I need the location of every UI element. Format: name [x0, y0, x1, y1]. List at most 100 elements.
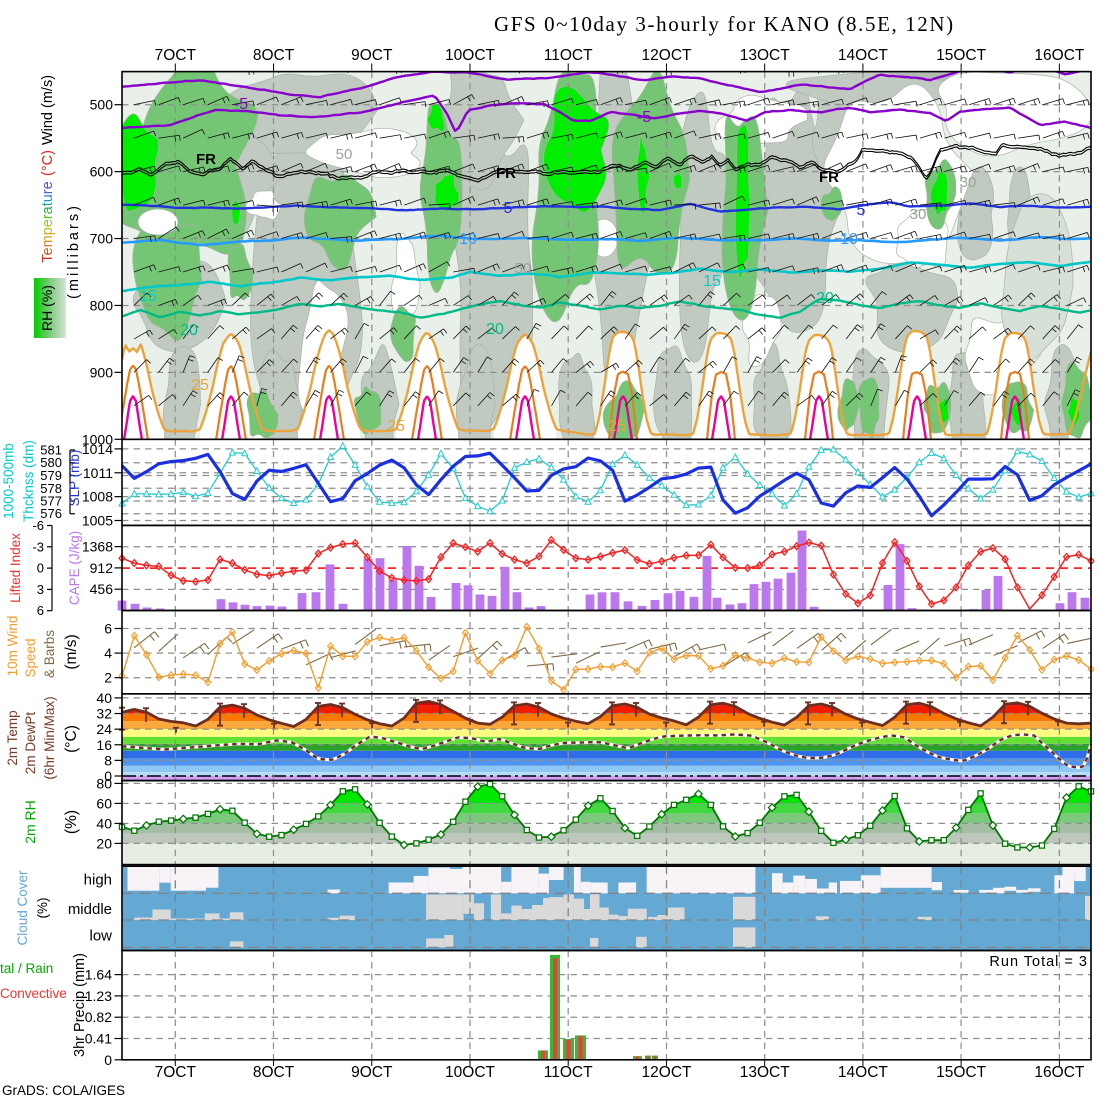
- svg-text:FR: FR: [496, 165, 516, 182]
- svg-text:Run Total = 3: Run Total = 3: [989, 954, 1088, 970]
- svg-text:11OCT: 11OCT: [544, 47, 593, 64]
- svg-text:912: 912: [90, 560, 114, 576]
- svg-text:25: 25: [191, 377, 209, 394]
- svg-text:600: 600: [90, 164, 114, 180]
- svg-text:5: 5: [504, 200, 513, 217]
- svg-text:CAPE (J/kg): CAPE (J/kg): [67, 531, 82, 605]
- svg-text:1.64: 1.64: [85, 967, 112, 983]
- svg-text:low: low: [89, 928, 112, 945]
- svg-text:16OCT: 16OCT: [1034, 47, 1084, 64]
- svg-text:FR: FR: [819, 169, 839, 186]
- svg-text:4: 4: [104, 645, 112, 661]
- svg-text:800: 800: [90, 298, 114, 314]
- svg-text:20: 20: [180, 322, 198, 339]
- svg-text:50: 50: [336, 146, 353, 163]
- svg-text:25: 25: [608, 418, 626, 435]
- svg-text:2m Temp: 2m Temp: [5, 710, 20, 765]
- svg-text:15: 15: [703, 273, 721, 290]
- svg-text:500: 500: [90, 97, 114, 113]
- svg-text:10: 10: [459, 231, 477, 248]
- svg-text:16OCT: 16OCT: [1034, 1064, 1084, 1081]
- svg-text:0: 0: [37, 561, 44, 576]
- svg-text:(%): (%): [35, 898, 50, 919]
- svg-text:24: 24: [96, 721, 112, 737]
- svg-text:7OCT: 7OCT: [155, 1064, 197, 1081]
- svg-text:25: 25: [387, 418, 405, 435]
- svg-text:Wind (m/s): Wind (m/s): [40, 75, 56, 145]
- svg-text:3hr Precip (mm): 3hr Precip (mm): [72, 953, 88, 1057]
- svg-text:700: 700: [90, 231, 114, 247]
- svg-text:16: 16: [96, 737, 112, 753]
- svg-text:15OCT: 15OCT: [936, 1064, 986, 1081]
- svg-text:high: high: [84, 872, 112, 889]
- svg-text:15: 15: [139, 288, 157, 305]
- svg-text:60: 60: [96, 795, 112, 811]
- svg-text:2m DewPt: 2m DewPt: [23, 712, 38, 775]
- svg-text:Cloud Cover: Cloud Cover: [15, 870, 30, 946]
- svg-text:30: 30: [960, 174, 977, 191]
- svg-text:9OCT: 9OCT: [351, 1064, 393, 1081]
- svg-text:5: 5: [857, 202, 866, 219]
- svg-text:0.41: 0.41: [85, 1031, 112, 1047]
- svg-text:12OCT: 12OCT: [642, 1064, 692, 1081]
- svg-text:6: 6: [104, 621, 112, 637]
- svg-text:20: 20: [96, 835, 112, 851]
- svg-text:12OCT: 12OCT: [642, 47, 692, 64]
- svg-text:GrADS: COLA/IGES: GrADS: COLA/IGES: [2, 1083, 125, 1098]
- svg-text:8OCT: 8OCT: [253, 47, 295, 64]
- svg-text:FR: FR: [196, 151, 216, 168]
- svg-text:middle: middle: [68, 901, 112, 918]
- svg-text:1005: 1005: [82, 513, 113, 529]
- svg-text:2m RH: 2m RH: [22, 800, 38, 844]
- svg-text:0.82: 0.82: [85, 1009, 112, 1025]
- svg-text:7OCT: 7OCT: [155, 47, 197, 64]
- svg-text:40: 40: [96, 815, 112, 831]
- svg-text:1000-500mb: 1000-500mb: [1, 443, 16, 519]
- svg-text:8: 8: [104, 752, 112, 768]
- svg-text:20: 20: [486, 321, 504, 338]
- svg-text:GFS 0~10day 3-hourly for KANO: GFS 0~10day 3-hourly for KANO (8.5E, 12N…: [494, 12, 955, 36]
- svg-text:& Barbs: & Barbs: [42, 630, 57, 678]
- svg-text:Speed: Speed: [23, 638, 38, 677]
- svg-text:10OCT: 10OCT: [445, 1064, 495, 1081]
- svg-text:9OCT: 9OCT: [351, 47, 393, 64]
- svg-text:900: 900: [90, 364, 114, 380]
- svg-text:Temperature: Temperature: [40, 181, 56, 262]
- svg-text:(millibars): (millibars): [66, 203, 82, 299]
- svg-text:tal / Rain: tal / Rain: [0, 961, 53, 976]
- svg-text:(°C): (°C): [40, 150, 56, 176]
- svg-text:1.23: 1.23: [85, 988, 112, 1004]
- svg-text:-5: -5: [234, 96, 248, 113]
- svg-text:15OCT: 15OCT: [936, 47, 986, 64]
- svg-text:456: 456: [90, 581, 114, 597]
- svg-text:1011: 1011: [83, 465, 113, 481]
- svg-text:(°C): (°C): [63, 725, 80, 753]
- svg-text:SLP (mb): SLP (mb): [67, 450, 82, 507]
- svg-text:6: 6: [37, 603, 44, 618]
- svg-text:Convective: Convective: [0, 986, 67, 1001]
- svg-text:13OCT: 13OCT: [740, 1064, 790, 1081]
- svg-text:-3: -3: [32, 539, 44, 554]
- svg-text:40: 40: [96, 690, 112, 706]
- svg-text:50: 50: [515, 260, 532, 277]
- svg-text:10m Wind: 10m Wind: [5, 616, 20, 677]
- svg-text:14OCT: 14OCT: [838, 47, 888, 64]
- svg-text:10: 10: [840, 231, 858, 248]
- svg-text:RH (%): RH (%): [39, 285, 55, 331]
- svg-text:11OCT: 11OCT: [544, 1064, 593, 1081]
- svg-text:3: 3: [37, 582, 44, 597]
- svg-text:1008: 1008: [82, 489, 113, 505]
- svg-text:2: 2: [104, 670, 112, 686]
- svg-text:(6hr Min/Max): (6hr Min/Max): [42, 696, 57, 779]
- svg-text:30: 30: [910, 206, 927, 223]
- svg-text:10OCT: 10OCT: [445, 47, 495, 64]
- svg-text:1014: 1014: [82, 441, 113, 457]
- svg-text:Lifted Index: Lifted Index: [8, 533, 23, 603]
- svg-text:1368: 1368: [82, 539, 113, 555]
- svg-text:0: 0: [104, 1052, 112, 1068]
- svg-text:(m/s): (m/s): [63, 634, 80, 669]
- svg-text:32: 32: [96, 706, 112, 722]
- svg-text:80: 80: [96, 775, 112, 791]
- svg-text:-5: -5: [637, 109, 651, 126]
- svg-text:8OCT: 8OCT: [253, 1064, 295, 1081]
